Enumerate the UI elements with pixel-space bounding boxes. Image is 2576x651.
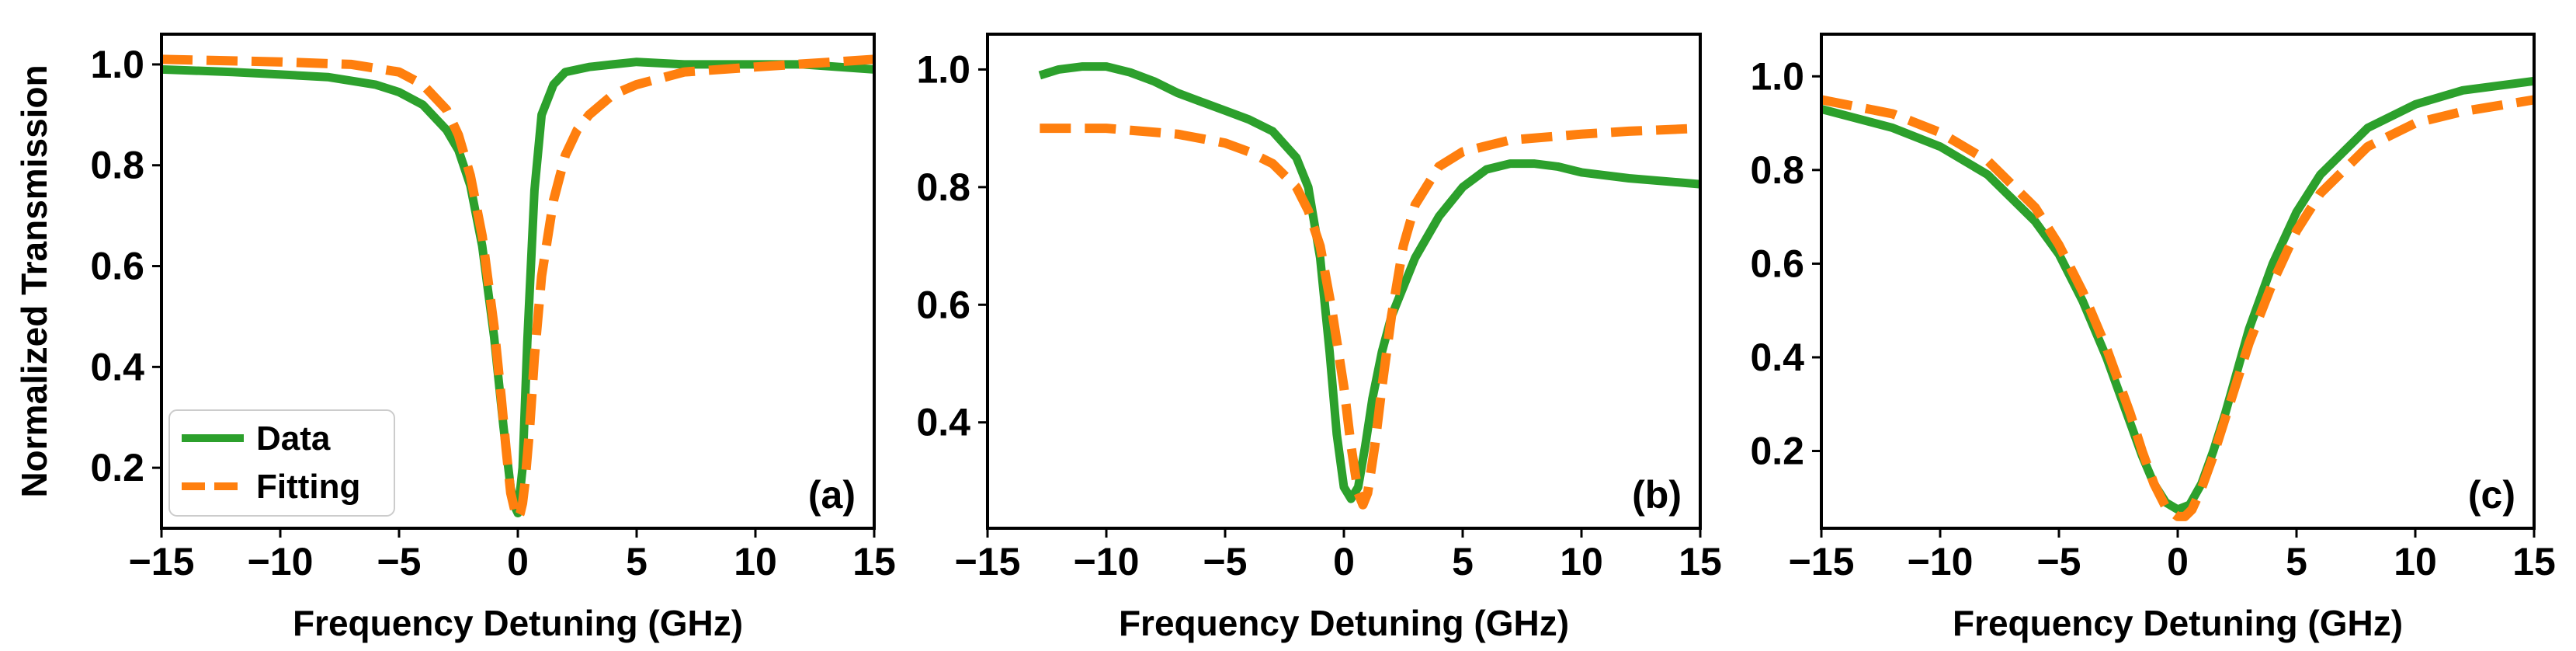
y-tick-label: 0.2 — [1750, 430, 1804, 473]
x-tick-label: −15 — [129, 540, 195, 583]
x-tick-label: 15 — [1679, 540, 1722, 583]
plot-frame — [1820, 33, 2536, 530]
x-tick-label: −5 — [377, 540, 421, 583]
x-axis-label: Frequency Detuning (GHz) — [293, 603, 743, 643]
x-tick-label: −15 — [955, 540, 1021, 583]
chart-panel-a: −15 −10 −5 0 5 10 15 0.2 0.4 0.6 0.8 1.0 Frequency D… — [14, 33, 896, 643]
x-tick-label: −10 — [248, 540, 314, 583]
y-tick-label: 1.0 — [1750, 54, 1804, 98]
chart-panel-b: −15 −10 −5 0 5 10 15 0.4 0.6 0.8 1.0 Frequency Detu… — [916, 33, 1722, 643]
x-tick-label: 15 — [852, 540, 896, 583]
legend: Data Fitting — [168, 409, 395, 517]
x-axis-label: Frequency Detuning (GHz) — [1119, 603, 1569, 643]
y-tick-label: 0.4 — [1750, 336, 1804, 379]
y-tick-label: 0.6 — [1750, 242, 1804, 285]
y-tick-label: 0.8 — [90, 144, 144, 187]
y-tick-label: 0.6 — [90, 245, 144, 288]
x-tick-label: 5 — [626, 540, 647, 583]
x-tick-label: 5 — [2286, 540, 2307, 583]
x-tick-label: 15 — [2512, 540, 2556, 583]
legend-label-fitting: Fitting — [256, 468, 360, 506]
y-tick-label: 0.2 — [90, 446, 144, 489]
x-tick-label: 10 — [1560, 540, 1603, 583]
x-tick-label: −10 — [1908, 540, 1974, 583]
x-tick-label: 10 — [734, 540, 777, 583]
series-fitting-line — [161, 54, 874, 523]
y-tick-label: 0.4 — [90, 345, 144, 388]
x-tick-label: −15 — [1789, 540, 1855, 583]
panel-label: (a) — [808, 473, 856, 517]
panel-label: (b) — [1632, 473, 1682, 517]
panel-label: (c) — [2468, 473, 2515, 517]
x-tick-label: −10 — [1074, 540, 1140, 583]
series-data-line — [1038, 62, 1700, 503]
y-axis-label: Normalized Transmission — [14, 64, 54, 497]
x-axis-label: Frequency Detuning (GHz) — [1953, 603, 2403, 643]
x-tick-label: 0 — [507, 540, 529, 583]
y-tick-label: 0.6 — [916, 283, 970, 326]
legend-label-data: Data — [256, 419, 331, 458]
series-fitting-line — [1040, 124, 1700, 510]
x-tick-label: 10 — [2394, 540, 2437, 583]
x-tick-label: −5 — [2036, 540, 2081, 583]
y-tick-label: 0.4 — [916, 401, 970, 444]
y-tick-label: 1.0 — [90, 43, 144, 86]
x-tick-label: 0 — [2167, 540, 2189, 583]
plot-frame — [986, 33, 1702, 530]
y-tick-label: 0.8 — [916, 165, 970, 209]
x-tick-label: 0 — [1333, 540, 1355, 583]
series-fitting-line — [1821, 95, 2534, 521]
series-data-line — [1821, 76, 2534, 514]
y-tick-label: 1.0 — [916, 47, 970, 91]
y-tick-label: 0.8 — [1750, 148, 1804, 192]
x-tick-label: 5 — [1452, 540, 1474, 583]
x-tick-label: −5 — [1203, 540, 1247, 583]
chart-panel-c: −15 −10 −5 0 5 10 15 0.2 0.4 0.6 0.8 1.0 Frequency D… — [1750, 33, 2556, 643]
